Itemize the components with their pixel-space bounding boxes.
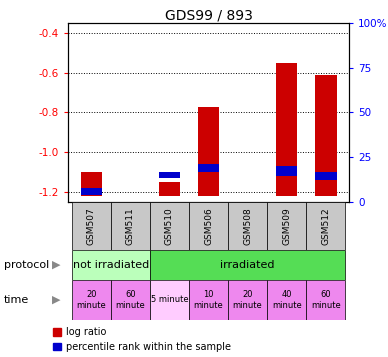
Text: GSM508: GSM508 xyxy=(243,207,252,245)
Text: ▶: ▶ xyxy=(52,295,61,305)
Bar xyxy=(159,172,180,178)
Bar xyxy=(189,202,228,250)
Legend: log ratio, percentile rank within the sample: log ratio, percentile rank within the sa… xyxy=(54,327,231,352)
Bar xyxy=(267,202,306,250)
Text: not irradiated: not irradiated xyxy=(73,260,149,270)
Bar xyxy=(315,75,336,196)
Text: 40
minute: 40 minute xyxy=(272,290,301,310)
Text: ▶: ▶ xyxy=(52,260,61,270)
Bar xyxy=(81,172,102,196)
Bar xyxy=(150,202,189,250)
Bar xyxy=(198,106,219,196)
Text: 60
minute: 60 minute xyxy=(116,290,145,310)
Bar xyxy=(306,202,345,250)
Bar xyxy=(111,280,150,320)
Text: GSM511: GSM511 xyxy=(126,207,135,245)
Bar xyxy=(198,164,219,172)
Bar xyxy=(267,280,306,320)
Bar xyxy=(159,182,180,196)
Bar xyxy=(306,280,345,320)
Title: GDS99 / 893: GDS99 / 893 xyxy=(165,8,253,22)
Text: GSM510: GSM510 xyxy=(165,207,174,245)
Bar xyxy=(276,166,298,176)
Bar xyxy=(228,202,267,250)
Bar xyxy=(150,280,189,320)
Text: irradiated: irradiated xyxy=(220,260,275,270)
Text: 5 minute: 5 minute xyxy=(151,295,188,305)
Text: GSM509: GSM509 xyxy=(282,207,291,245)
Bar xyxy=(72,250,150,280)
Bar xyxy=(81,188,102,195)
Bar xyxy=(189,280,228,320)
Bar xyxy=(315,172,336,180)
Text: GSM512: GSM512 xyxy=(321,207,330,245)
Bar xyxy=(150,250,345,280)
Text: 60
minute: 60 minute xyxy=(311,290,341,310)
Text: time: time xyxy=(4,295,29,305)
Text: 10
minute: 10 minute xyxy=(194,290,223,310)
Text: GSM506: GSM506 xyxy=(204,207,213,245)
Bar xyxy=(111,202,150,250)
Text: GSM507: GSM507 xyxy=(87,207,96,245)
Bar xyxy=(228,280,267,320)
Bar xyxy=(72,280,111,320)
Bar xyxy=(276,63,298,196)
Text: 20
minute: 20 minute xyxy=(233,290,263,310)
Text: protocol: protocol xyxy=(4,260,49,270)
Text: 20
minute: 20 minute xyxy=(76,290,106,310)
Bar xyxy=(72,202,111,250)
